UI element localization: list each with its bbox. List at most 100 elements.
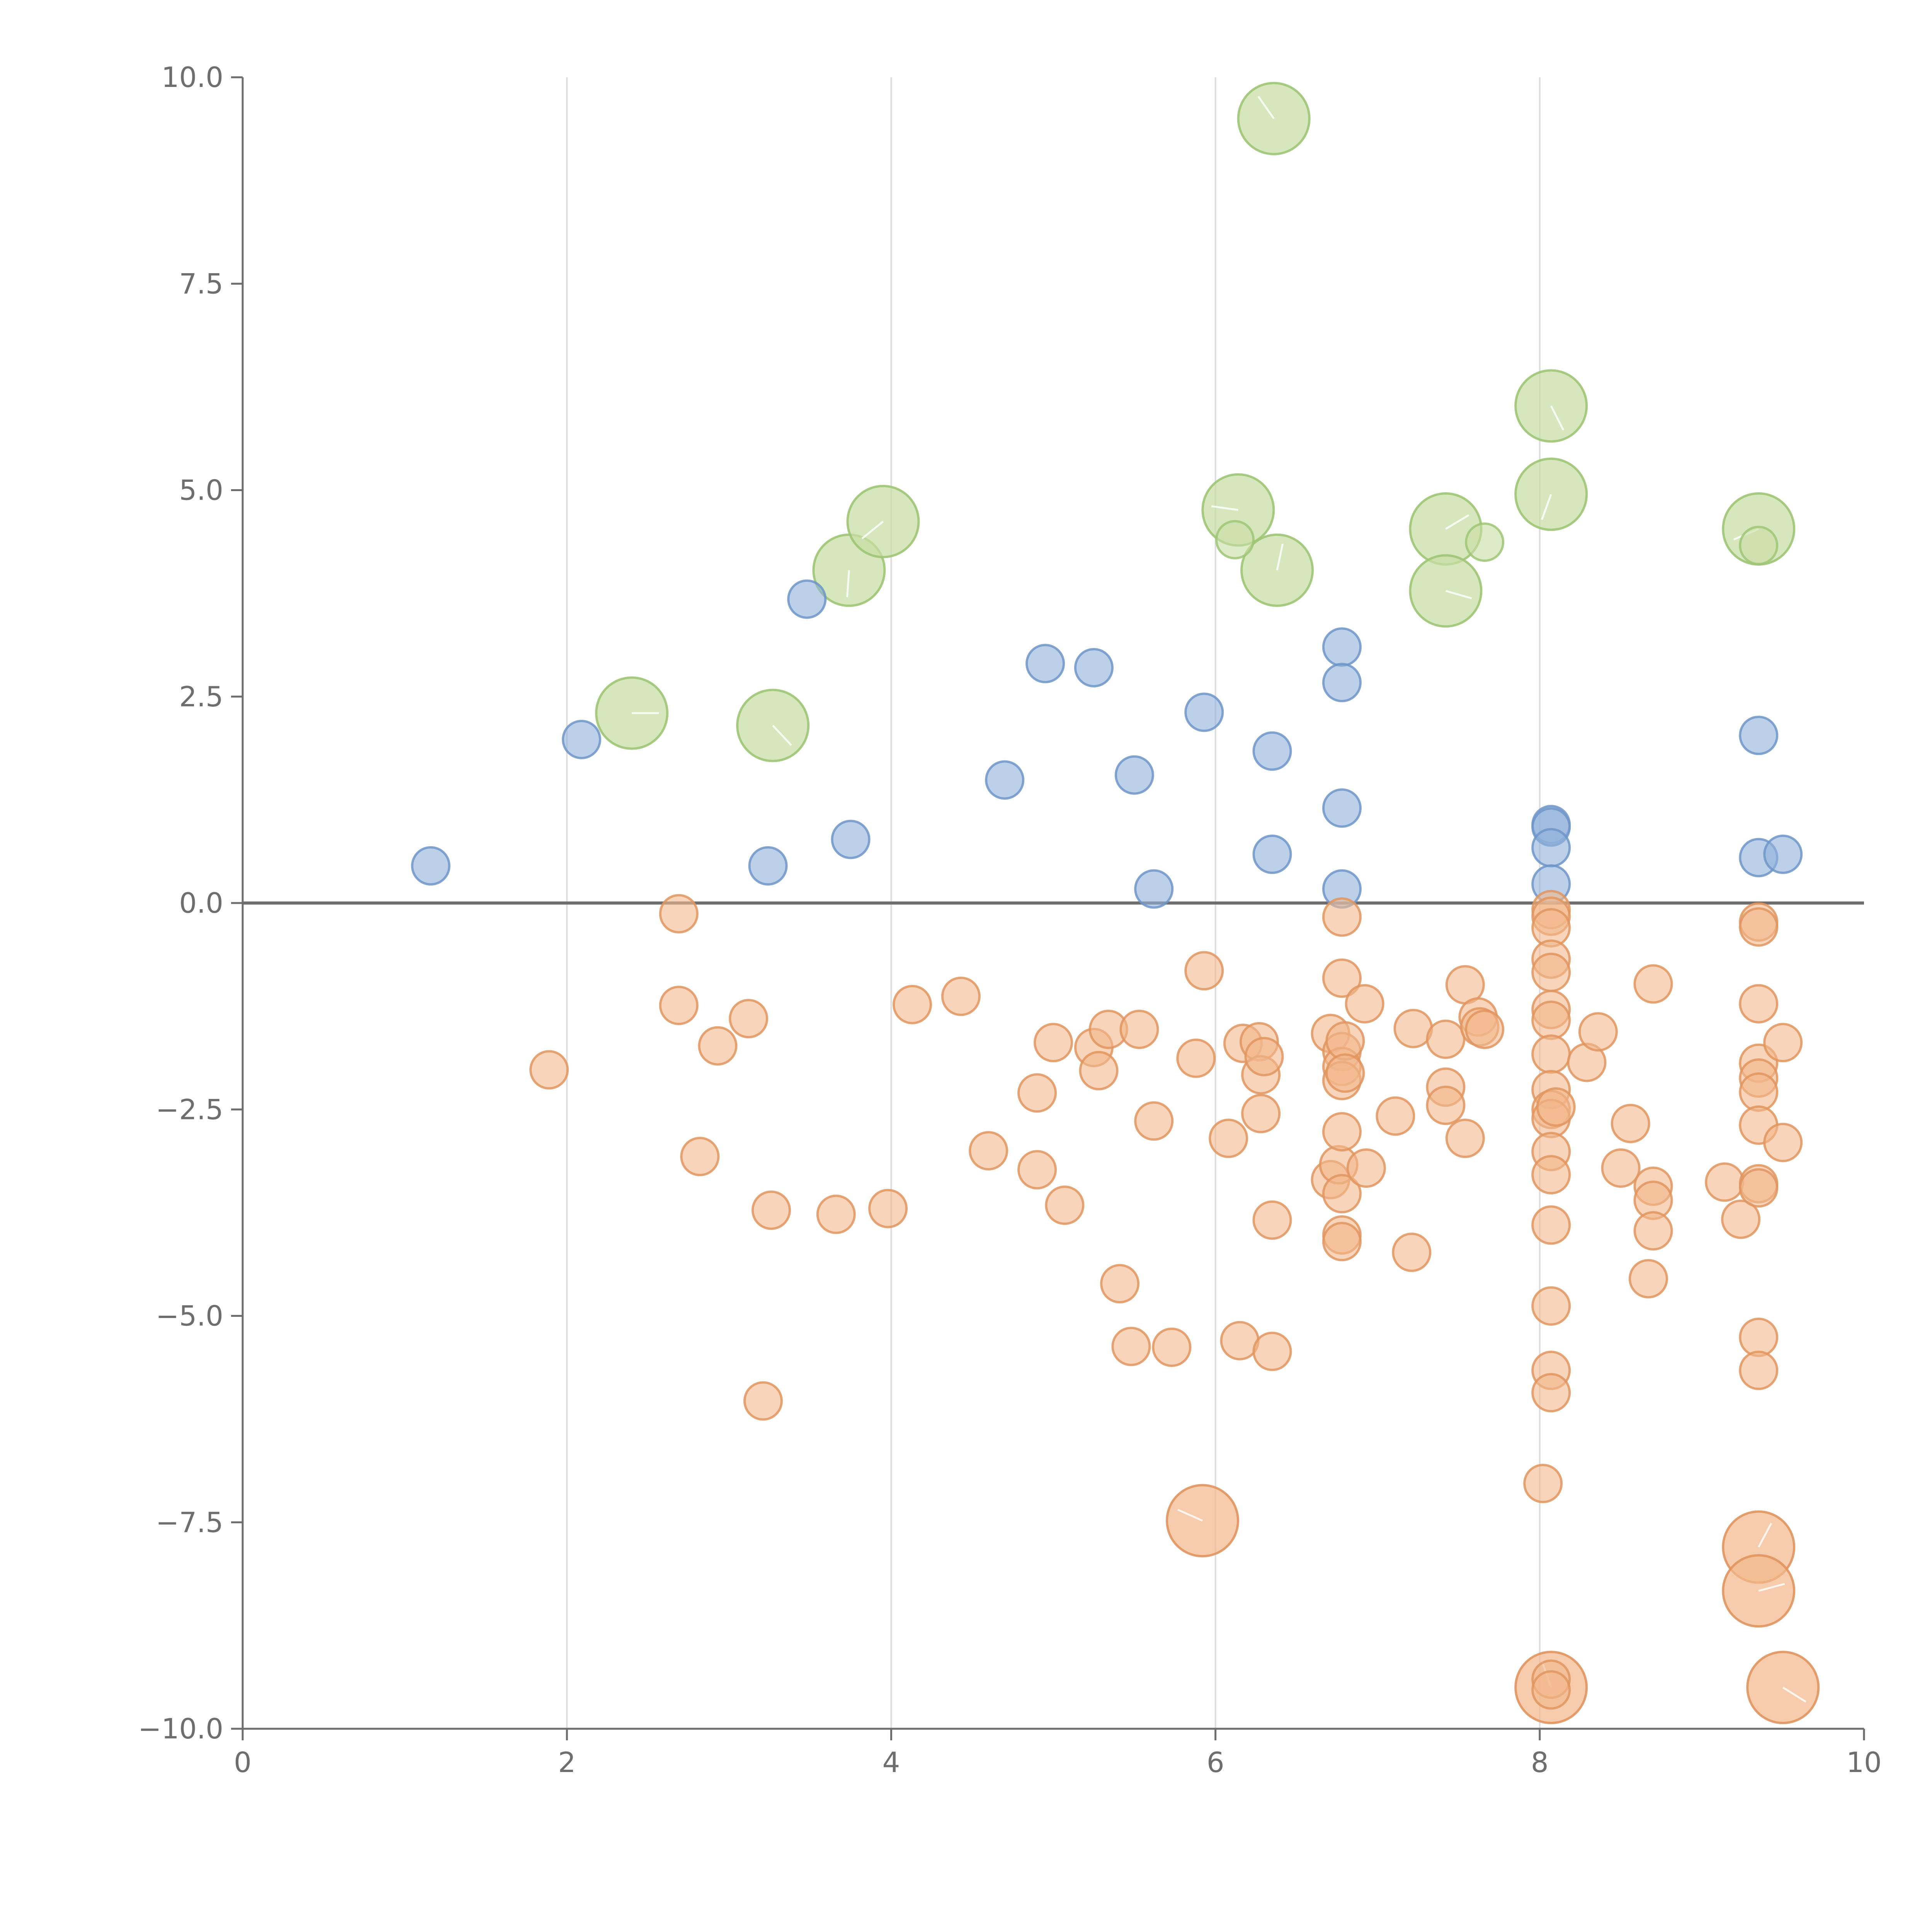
y-tick-label-7: −7.5: [156, 1506, 223, 1539]
point-s0-13: [1322, 627, 1362, 667]
point-s1-53: [1392, 1232, 1432, 1272]
point-s1-25: [1176, 1038, 1216, 1078]
point-s1-14: [1017, 1150, 1057, 1190]
point-s0-19: [1531, 828, 1571, 867]
point-s1-0: [529, 1050, 569, 1090]
point-s1-63: [1523, 1464, 1563, 1503]
point-s1-7: [751, 1190, 791, 1230]
x-tick-label-0: 0: [234, 1746, 252, 1779]
axes: [242, 77, 1864, 1730]
point-s1-16: [1045, 1185, 1085, 1225]
point-s1-44: [1322, 1112, 1362, 1151]
point-s0-0: [411, 846, 451, 886]
point-s0-1: [561, 719, 601, 759]
point-s1-15: [1034, 1023, 1073, 1063]
point-s1-1: [659, 894, 699, 934]
x-tick-label-3: 6: [1207, 1746, 1225, 1779]
point-s1-76: [1531, 1155, 1571, 1195]
bubble-whisker-3: [861, 520, 884, 539]
point-s1-2: [659, 985, 699, 1025]
point-s0-6: [1026, 644, 1065, 684]
tick-labels: 0 2 4 6 8 10 10.0 7.5 5.0 2.5 0.0 −2.5 −5.0 −7.5 −10.0: [138, 61, 1881, 1779]
point-s0-23: [1763, 834, 1803, 874]
y-tick-label-5: −2.5: [156, 1093, 223, 1126]
point-s0-4: [831, 820, 871, 859]
point-s1-33: [1244, 1037, 1284, 1077]
point-s0-8: [1114, 755, 1154, 795]
point-s1-106: [1763, 1023, 1803, 1063]
point-s1-97: [1739, 984, 1779, 1024]
point-s0-5: [985, 760, 1025, 800]
point-s1-96: [1739, 907, 1779, 947]
point-s1-105: [1739, 1350, 1779, 1390]
point-s0-12: [1252, 834, 1292, 874]
bubble-whisker-9: [1550, 405, 1565, 431]
point-s1-51: [1346, 1148, 1386, 1188]
point-s1-47: [1322, 1222, 1362, 1262]
point-s1-104: [1739, 1318, 1779, 1357]
bubble-whisker-8: [1445, 590, 1472, 599]
point-s1-107: [1763, 1122, 1803, 1162]
point-s1-80: [1531, 1373, 1571, 1413]
y-tick-label-1: 7.5: [179, 267, 223, 300]
point-s1-24: [1152, 1327, 1192, 1367]
point-s1-8: [816, 1194, 856, 1234]
bubble-whisker-10: [1541, 494, 1552, 520]
point-s1-23: [1134, 1101, 1174, 1141]
point-s1-52: [1376, 1096, 1415, 1136]
point-s1-70: [1531, 1000, 1571, 1040]
y-tick-label-3: 2.5: [179, 680, 223, 713]
point-s1-103: [1739, 1168, 1779, 1208]
x-tick-label-5: 10: [1846, 1746, 1882, 1779]
point-s1-89: [1633, 964, 1673, 1004]
point-s1-32: [1241, 1094, 1281, 1133]
point-s0-10: [1184, 692, 1224, 732]
bubble-whisker-15: [1758, 1583, 1785, 1592]
y-tick-label-0: 10.0: [162, 61, 223, 94]
y-tick-label-2: 5.0: [179, 474, 223, 507]
bubble-whisker-12: [1177, 1509, 1203, 1522]
bubble-whisker-1: [772, 724, 792, 746]
point-s1-88: [1628, 1259, 1668, 1299]
point-s1-62: [1465, 1009, 1505, 1049]
point-s1-40: [1322, 958, 1362, 998]
point-s1-35: [1252, 1332, 1292, 1371]
point-s1-11: [941, 976, 981, 1016]
point-s0-15: [1322, 788, 1362, 828]
tick-marks: [231, 76, 1865, 1740]
bubble-whisker-7: [1445, 514, 1469, 530]
point-s1-83: [1536, 1087, 1576, 1127]
point-s1-50: [1345, 984, 1384, 1024]
bubble-whisker-5: [1257, 96, 1275, 119]
x-tick-label-2: 4: [882, 1746, 900, 1779]
point-s1-78: [1531, 1286, 1571, 1326]
bubble-whisker-16: [1782, 1687, 1806, 1703]
point-s1-4: [698, 1026, 738, 1066]
point-s1-18: [1079, 1051, 1119, 1090]
point-s1-55: [1426, 1019, 1466, 1059]
point-s1-3: [680, 1137, 720, 1177]
point-s1-92: [1633, 1211, 1673, 1251]
point-s1-45: [1322, 1174, 1362, 1214]
point-s1-39: [1322, 897, 1362, 937]
point-s1-86: [1601, 1148, 1641, 1188]
point-s1-71: [1531, 1034, 1571, 1074]
point-s1-22: [1119, 1009, 1159, 1049]
point-s0-9: [1134, 869, 1174, 909]
point-s0-14: [1322, 663, 1362, 702]
bubble-green-9: [1514, 369, 1588, 443]
point-s0-11: [1252, 731, 1292, 771]
point-s1-100: [1739, 1072, 1779, 1112]
bubble-whisker-4: [1211, 505, 1238, 511]
bubble-layer: [595, 82, 1820, 1725]
bubble-whisker-14: [1758, 1522, 1772, 1548]
point-s1-10: [892, 985, 932, 1024]
y-tick-label-8: −10.0: [138, 1713, 223, 1745]
point-s1-87: [1611, 1104, 1650, 1143]
point-s1-77: [1531, 1205, 1571, 1245]
point-s1-49: [1325, 1053, 1365, 1093]
point-s1-85: [1578, 1012, 1618, 1052]
point-s1-57: [1426, 1085, 1466, 1125]
point-s1-94: [1721, 1199, 1761, 1239]
point-s1-9: [868, 1189, 908, 1228]
